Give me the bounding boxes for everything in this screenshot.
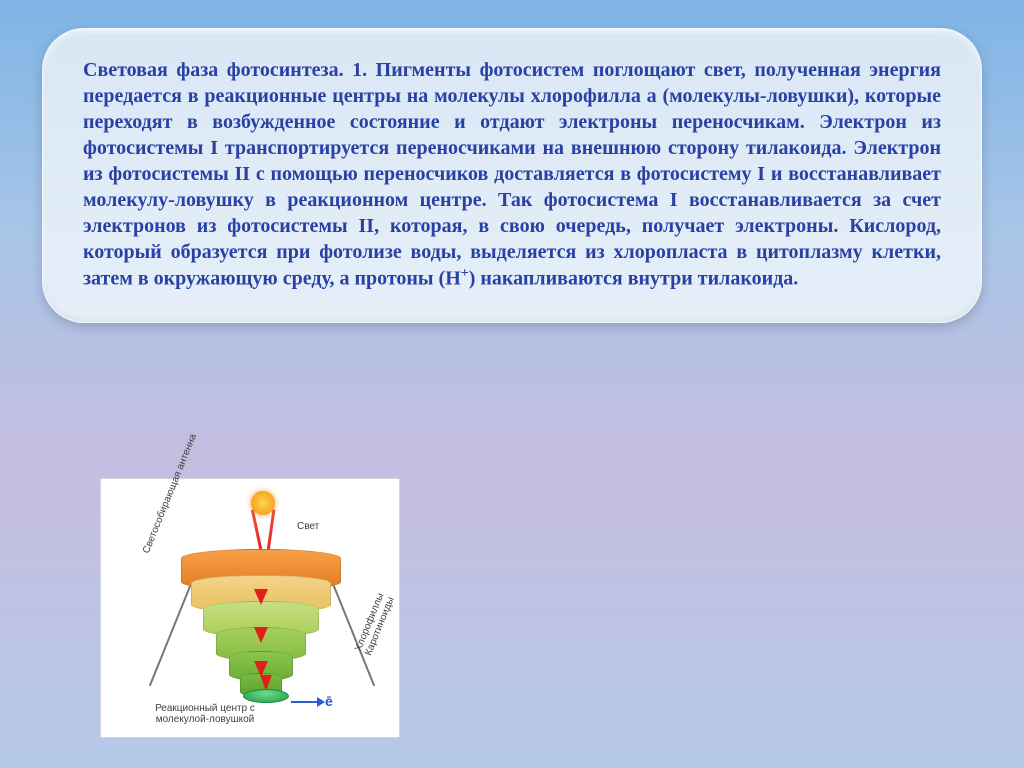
label-light: Свет xyxy=(297,521,319,532)
label-electron: ē xyxy=(325,693,333,709)
arrow-down-icon xyxy=(254,589,268,605)
photosystem-diagram: Свет Светособирающая антенна Хлорофиллы … xyxy=(100,478,400,738)
label-reaction-center: Реакционный центр с молекулой-ловушкой xyxy=(145,703,265,725)
reaction-center-disc xyxy=(243,689,289,703)
main-paragraph: Световая фаза фотосинтеза. 1. Пигменты ф… xyxy=(83,57,941,292)
text-card: Световая фаза фотосинтеза. 1. Пигменты ф… xyxy=(42,28,982,323)
label-left-antenna: Светособирающая антенна xyxy=(141,432,199,555)
electron-arrow-icon xyxy=(291,701,323,703)
diagram-inner: Свет Светособирающая антенна Хлорофиллы … xyxy=(101,479,399,737)
label-right-pigments: Хлорофиллы Каротиноиды xyxy=(353,591,397,657)
arrow-down-icon xyxy=(254,627,268,643)
